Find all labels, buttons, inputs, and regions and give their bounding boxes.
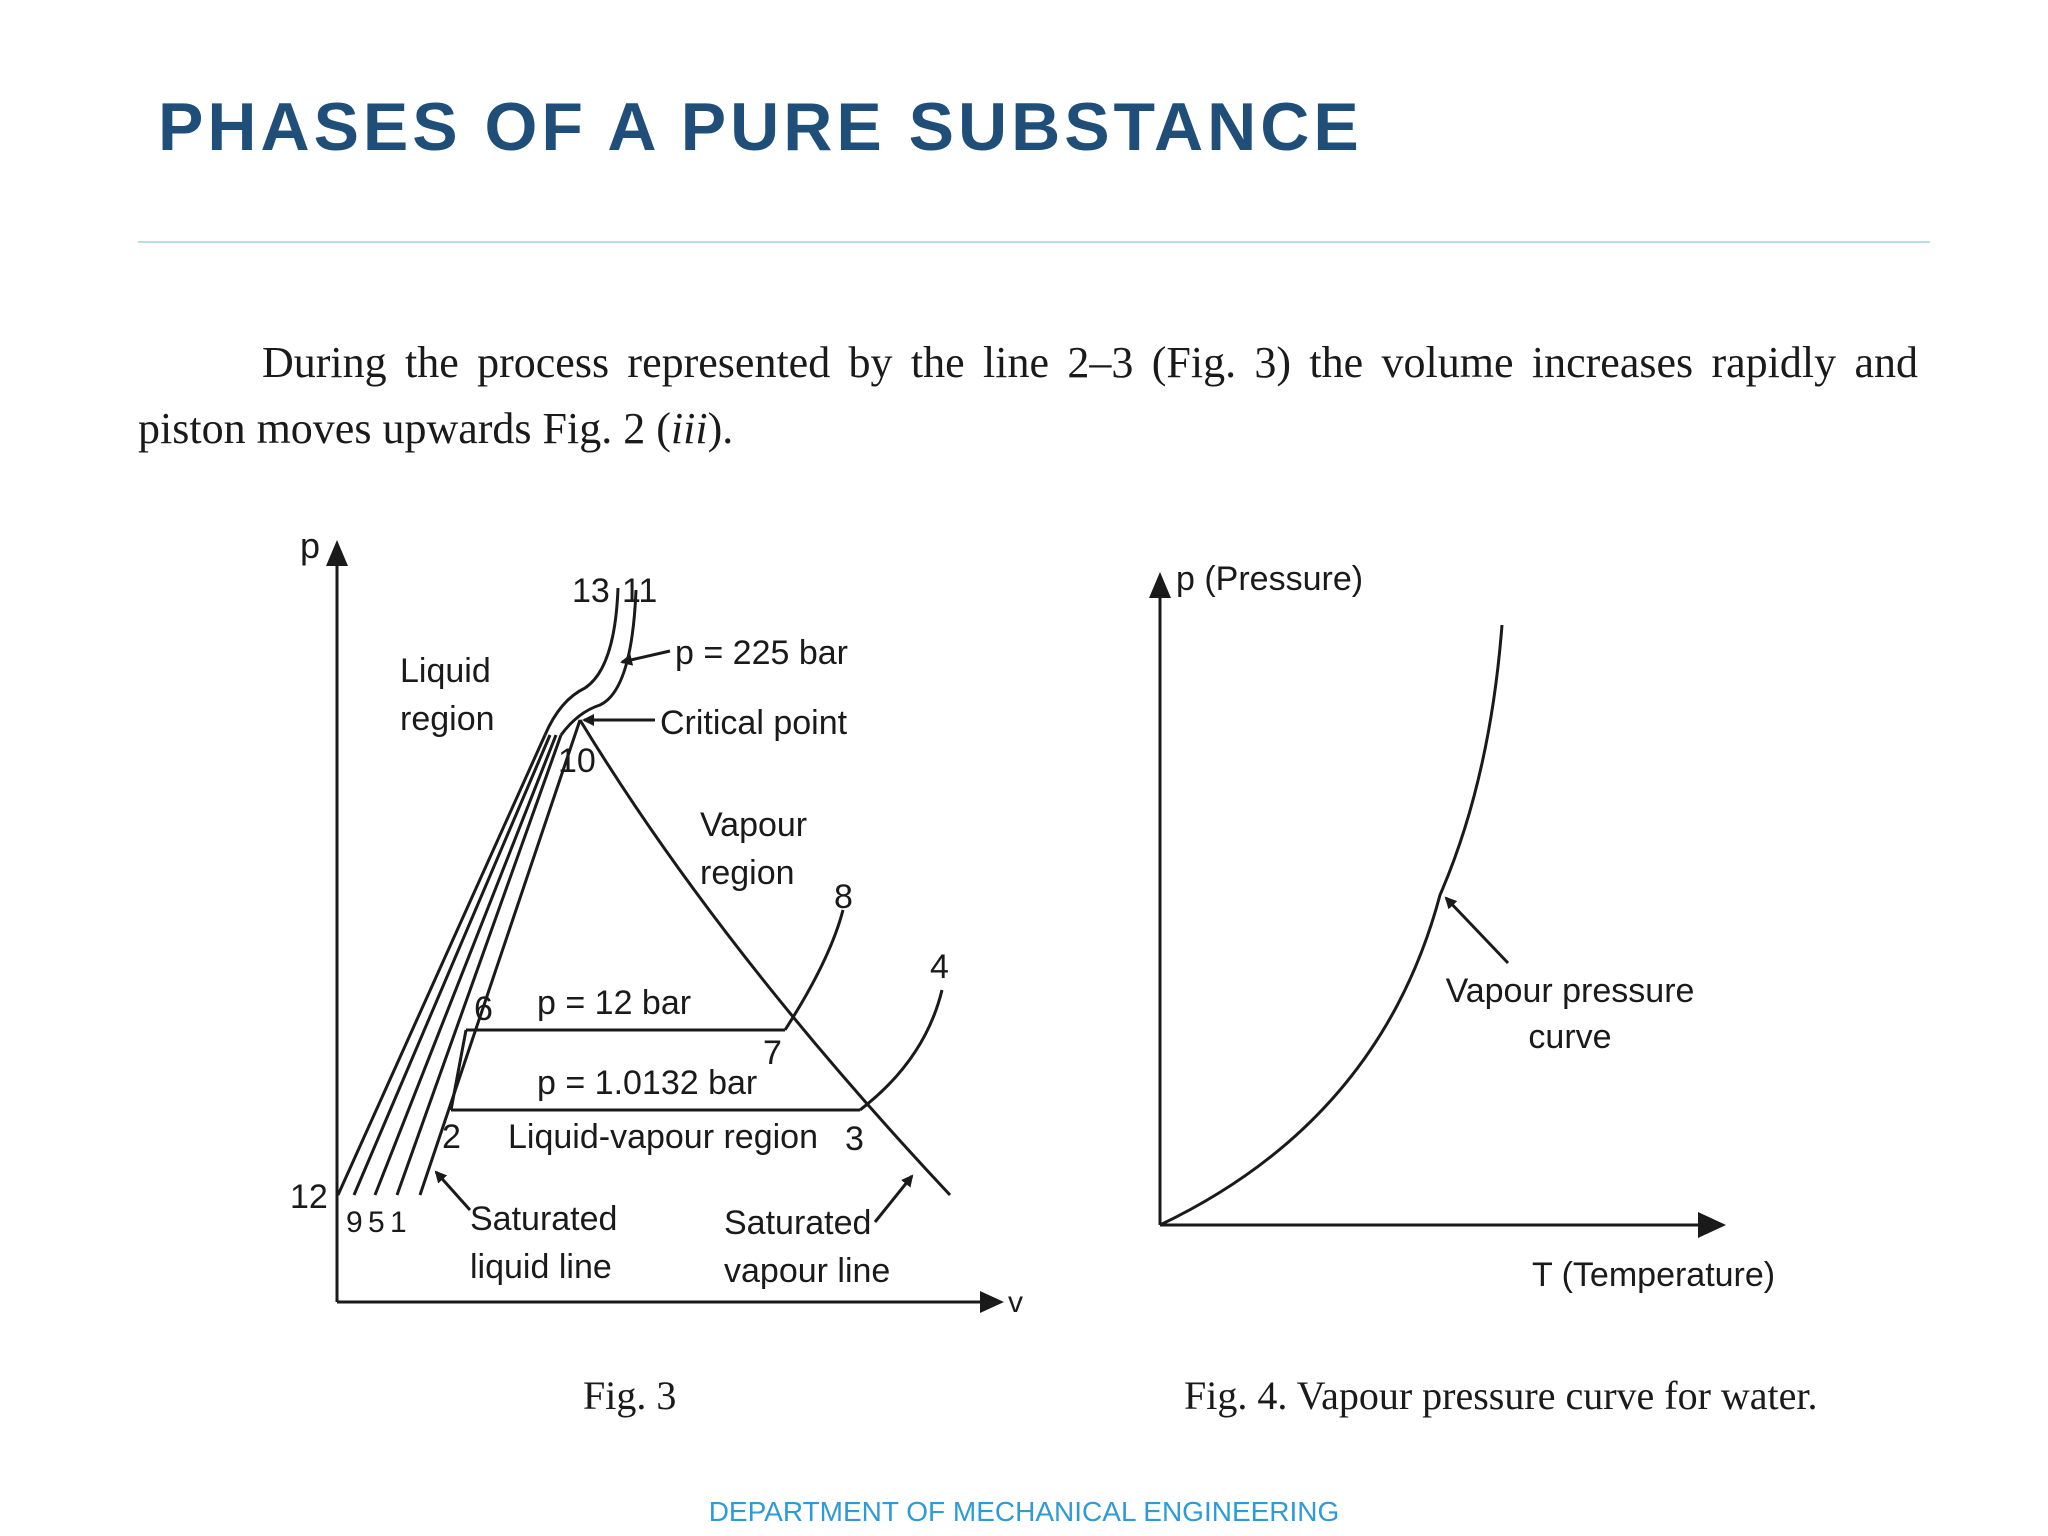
page-title: PHASES OF A PURE SUBSTANCE: [158, 89, 1363, 165]
fig3-point-2: 2: [442, 1118, 461, 1156]
fig3-liquid-label-1: Liquid: [400, 652, 491, 690]
fig3-line-3-4: [859, 989, 944, 1112]
fig3-label-p10132: p = 1.0132 bar: [537, 1064, 757, 1102]
fig3-arrow-p225: [620, 649, 671, 666]
fig3-saturated-liquid-line: [418, 719, 582, 1196]
paragraph-line-2-suffix: ).: [707, 404, 734, 453]
fig4-labels: p (Pressure) T (Temperature) Vapour pres…: [1176, 560, 1775, 1294]
fig3-curve-11: [559, 589, 638, 736]
fig3-line-7-8: [783, 909, 845, 1031]
fig3-point-13: 13: [572, 572, 610, 610]
fig3-diagram: [326, 540, 1004, 1313]
fig3-caption: Fig. 3: [583, 1373, 677, 1418]
title-divider: [138, 241, 1930, 243]
fig3-isotherm-5: [373, 734, 558, 1196]
fig3-sat-liquid-label-1: Saturated: [470, 1200, 617, 1238]
fig3-saturated-vapour-line: [578, 719, 952, 1197]
fig3-p-axis-arrow: [326, 540, 348, 566]
fig4-curve-label-1: Vapour pressure: [1446, 972, 1695, 1010]
fig3-point-1: 1: [390, 1206, 407, 1239]
fig4-curve-label-2: curve: [1528, 1018, 1611, 1056]
fig3-isotherm-9: [352, 734, 552, 1196]
fig3-label-lv-region: Liquid-vapour region: [508, 1118, 818, 1156]
fig4-vapour-pressure-curve: [1159, 624, 1504, 1227]
fig3-labels: p v Liquid region 13 11 p = 225 bar Crit…: [290, 525, 1023, 1319]
footer-department: DEPARTMENT OF MECHANICAL ENGINEERING: [708, 1496, 1340, 1527]
fig3-point-4: 4: [930, 948, 949, 986]
fig3-axis-v-label: v: [1008, 1286, 1023, 1319]
paragraph-line-1: During the process represented by the li…: [262, 338, 1918, 387]
fig4-axis-t-label: T (Temperature): [1532, 1256, 1775, 1294]
fig4-caption: Fig. 4. Vapour pressure curve for water.: [1184, 1373, 1818, 1418]
fig3-point-7: 7: [763, 1034, 782, 1072]
fig3-sat-vapour-label-2: vapour line: [724, 1252, 890, 1290]
fig3-point-11: 11: [622, 572, 657, 610]
fig3-label-p225: p = 225 bar: [675, 634, 848, 672]
fig3-arrow-sat-vapour: [873, 1174, 914, 1223]
fig3-point-10: 10: [558, 742, 596, 780]
fig3-point-8: 8: [834, 878, 853, 916]
fig3-liquid-label-2: region: [400, 700, 495, 738]
fig3-arrow-sat-liquid: [434, 1170, 472, 1212]
fig3-vapour-label-2: region: [700, 854, 795, 892]
fig3-isotherm-1: [395, 734, 563, 1196]
paragraph-line-2-prefix: piston moves upwards Fig. 2 (: [138, 404, 671, 453]
fig3-sat-vapour-label-1: Saturated: [724, 1204, 871, 1242]
fig3-point-6: 6: [474, 990, 493, 1028]
fig3-axis-p-label: p: [300, 525, 320, 566]
fig3-sat-liquid-label-2: liquid line: [470, 1248, 612, 1286]
fig3-label-p12: p = 12 bar: [537, 984, 691, 1022]
fig3-line-6-2: [449, 1029, 468, 1111]
fig3-curve-13: [543, 587, 620, 736]
fig4-arrow-curve: [1444, 896, 1510, 965]
fig4-p-axis-arrow: [1149, 572, 1171, 598]
fig4-t-axis-arrow: [1698, 1212, 1726, 1238]
fig3-point-5: 5: [368, 1206, 385, 1239]
fig4-axis-p-label: p (Pressure): [1176, 560, 1363, 598]
paragraph-line-2-italic: iii: [670, 404, 708, 453]
fig3-point-12: 12: [290, 1178, 328, 1216]
fig3-isotherm-12: [336, 734, 547, 1196]
fig3-vapour-label-1: Vapour: [700, 806, 807, 844]
fig3-label-critical: Critical point: [660, 704, 848, 742]
fig3-point-9: 9: [346, 1206, 363, 1239]
fig3-point-3: 3: [845, 1120, 864, 1158]
fig3-v-axis-arrow: [980, 1291, 1004, 1313]
body-paragraph: During the process represented by the li…: [138, 330, 1918, 462]
fig4-diagram: [1149, 572, 1726, 1238]
